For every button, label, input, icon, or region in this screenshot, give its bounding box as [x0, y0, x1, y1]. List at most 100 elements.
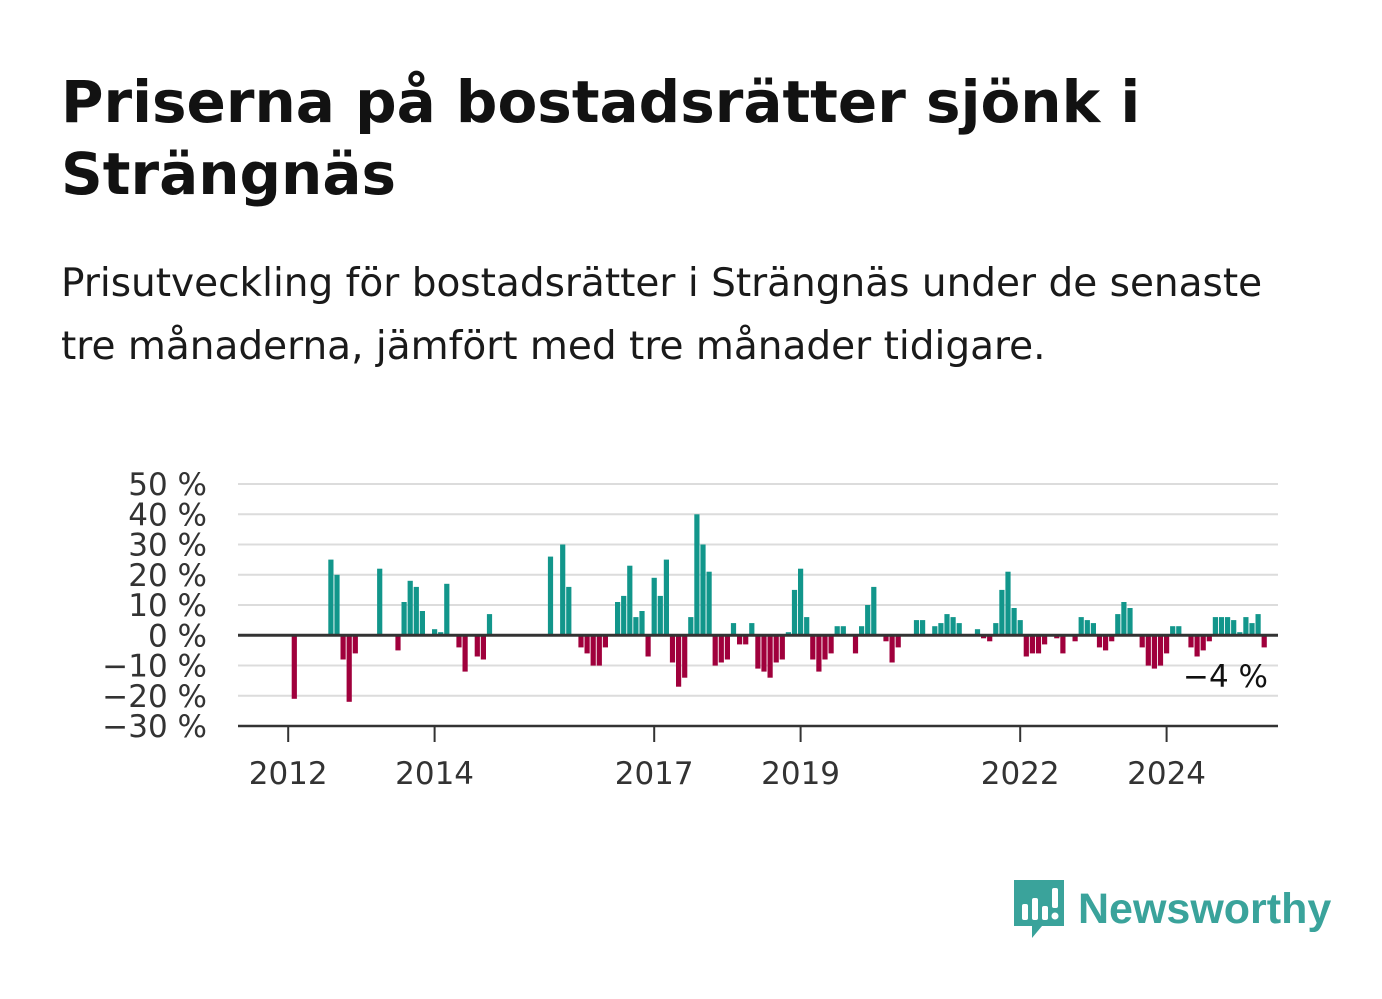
- bar: [1115, 614, 1121, 636]
- bar: [749, 623, 755, 636]
- bar: [718, 635, 724, 663]
- bar: [682, 635, 688, 678]
- bar: [1042, 635, 1048, 645]
- bar: [651, 577, 657, 636]
- x-tick-label: 2014: [395, 756, 474, 792]
- bar: [547, 556, 554, 636]
- bar: [1103, 635, 1109, 651]
- bar: [596, 635, 602, 666]
- bar: [804, 617, 810, 636]
- bar: [1157, 635, 1164, 666]
- bar: [700, 544, 706, 636]
- bar: [938, 623, 944, 636]
- newsworthy-logo-icon: [1014, 880, 1064, 938]
- bar: [840, 626, 846, 636]
- bar: [1011, 608, 1017, 636]
- bar: [486, 614, 493, 636]
- bar: [1109, 635, 1115, 642]
- bar: [755, 635, 761, 669]
- bar: [1060, 635, 1066, 654]
- bar: [993, 623, 999, 636]
- bar: [974, 629, 981, 636]
- bar: [633, 617, 639, 636]
- bar: [712, 635, 718, 666]
- bar: [920, 620, 926, 636]
- bar: [1127, 608, 1133, 636]
- bar: [444, 583, 450, 636]
- y-tick-label: 20 %: [128, 558, 207, 594]
- chart-subtitle: Prisutveckling för bostadsrätter i Strän…: [61, 261, 1263, 369]
- bar: [438, 632, 444, 636]
- bar: [999, 589, 1005, 636]
- y-tick-label: 50 %: [128, 467, 207, 503]
- y-tick-label: 40 %: [128, 497, 207, 533]
- bar: [1164, 635, 1170, 654]
- bar: [1206, 635, 1212, 642]
- bar: [1121, 602, 1127, 636]
- bar: [334, 574, 340, 636]
- bar: [1249, 623, 1255, 636]
- bar: [401, 602, 407, 636]
- bar: [730, 623, 737, 636]
- bar: [798, 568, 804, 636]
- bar: [615, 602, 621, 636]
- bar: [889, 635, 895, 663]
- bar: [779, 635, 785, 660]
- brand-name: Newsworthy: [1078, 884, 1332, 933]
- bar: [950, 617, 956, 636]
- bar: [859, 626, 865, 636]
- bar: [669, 635, 676, 663]
- x-axis-labels: 2012 2014 2017 2019 2022 2024: [249, 726, 1206, 792]
- x-tick-label: 2019: [761, 756, 840, 792]
- bar: [377, 568, 383, 636]
- bar: [474, 635, 480, 657]
- bar: [663, 559, 669, 636]
- y-tick-label: −30 %: [102, 709, 207, 745]
- bar: [584, 635, 590, 654]
- x-tick-label: 2017: [615, 756, 694, 792]
- bar: [413, 586, 419, 636]
- chart-title: Priserna på bostadsrätter sjönk i Sträng…: [61, 68, 1141, 208]
- brand-logo: Newsworthy: [1012, 878, 1331, 940]
- y-tick-label: −10 %: [102, 649, 207, 685]
- bar: [785, 632, 791, 636]
- bar: [852, 635, 859, 654]
- bar: [462, 635, 468, 672]
- x-tick-label: 2012: [249, 756, 328, 792]
- bar: [566, 586, 572, 636]
- last-value-label: −4 %: [1183, 659, 1268, 695]
- bar: [1237, 632, 1243, 636]
- bar: [1151, 635, 1157, 669]
- y-axis-labels: 50 %40 %30 %20 %10 %0 %−10 %−20 %−30 %: [102, 467, 207, 745]
- bar: [1218, 617, 1225, 636]
- bar: [834, 626, 840, 636]
- bar: [645, 635, 651, 657]
- bar: [1029, 635, 1035, 654]
- bar: [865, 605, 871, 636]
- bar: [407, 580, 413, 636]
- bar: [602, 635, 608, 648]
- bars: [291, 514, 1267, 702]
- x-tick-label: 2022: [981, 756, 1060, 792]
- bar: [627, 565, 633, 636]
- y-tick-label: 0 %: [148, 618, 207, 654]
- bar: [676, 635, 682, 687]
- bar: [1096, 635, 1103, 648]
- bar: [932, 626, 938, 636]
- bar: [1078, 617, 1084, 636]
- bar: [828, 635, 834, 654]
- bar: [621, 595, 627, 636]
- bar: [1054, 635, 1060, 639]
- bar: [1084, 620, 1090, 636]
- bar: [743, 635, 749, 645]
- bar: [895, 635, 901, 648]
- bar: [328, 559, 334, 636]
- bar: [639, 611, 645, 636]
- bar: [1188, 635, 1194, 648]
- bar: [480, 635, 486, 660]
- bar: [1170, 626, 1176, 636]
- y-tick-label: 30 %: [128, 528, 207, 564]
- bar: [1145, 635, 1151, 666]
- bar: [1231, 620, 1237, 636]
